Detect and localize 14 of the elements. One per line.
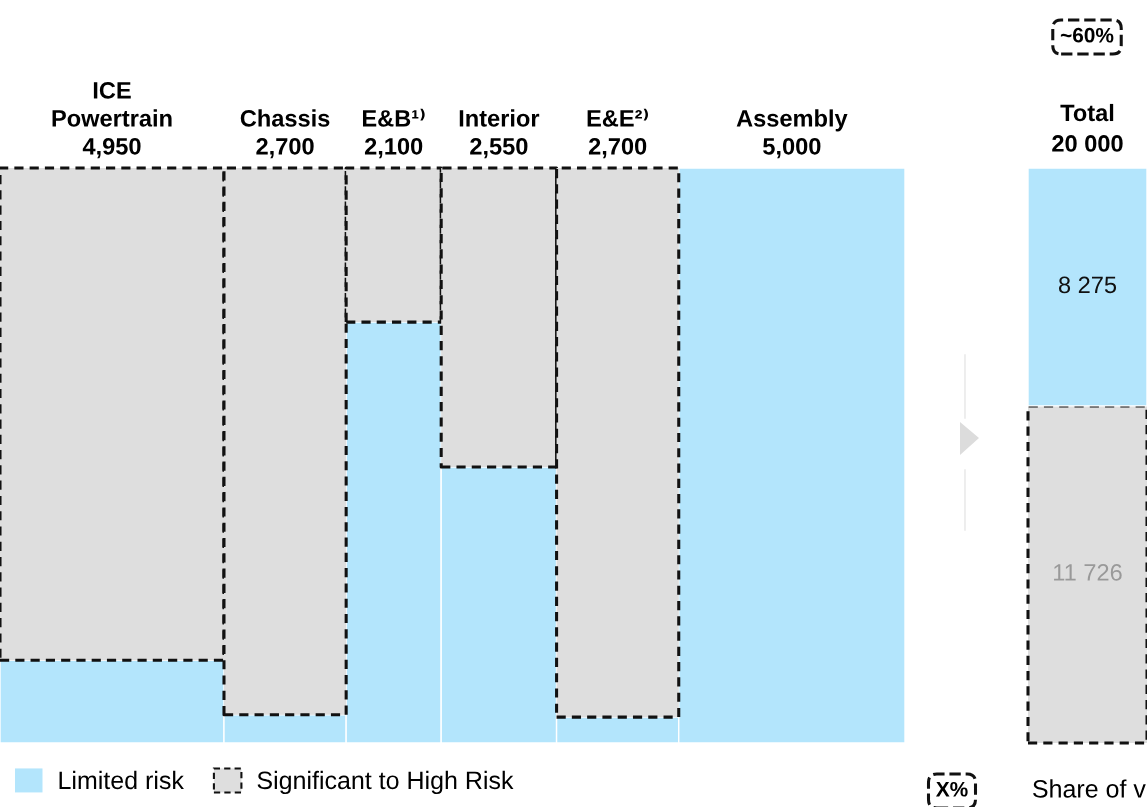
chart-title: Total 20 000: [1052, 103, 1123, 152]
data-label: 11 726: [1054, 564, 1122, 581]
category-label: Assembly 5,000: [736, 109, 848, 159]
category-label: Chassis 2,700: [240, 109, 330, 159]
legend-label: Significant to High Risk: [257, 770, 514, 795]
category-label: Interior 2,550: [459, 109, 540, 159]
category-label: ICE Powertrain 4,950: [52, 81, 172, 159]
category-label: E&E²⁾ 2,700: [587, 108, 648, 159]
data-label: 8 275: [1058, 276, 1117, 294]
text: X%: [935, 781, 968, 797]
legend-label: Limited risk: [59, 770, 184, 790]
text: ~60%: [1060, 27, 1114, 43]
text: Share of v: [1033, 779, 1146, 798]
category-label: E&B¹⁾ 2,100: [363, 108, 425, 159]
